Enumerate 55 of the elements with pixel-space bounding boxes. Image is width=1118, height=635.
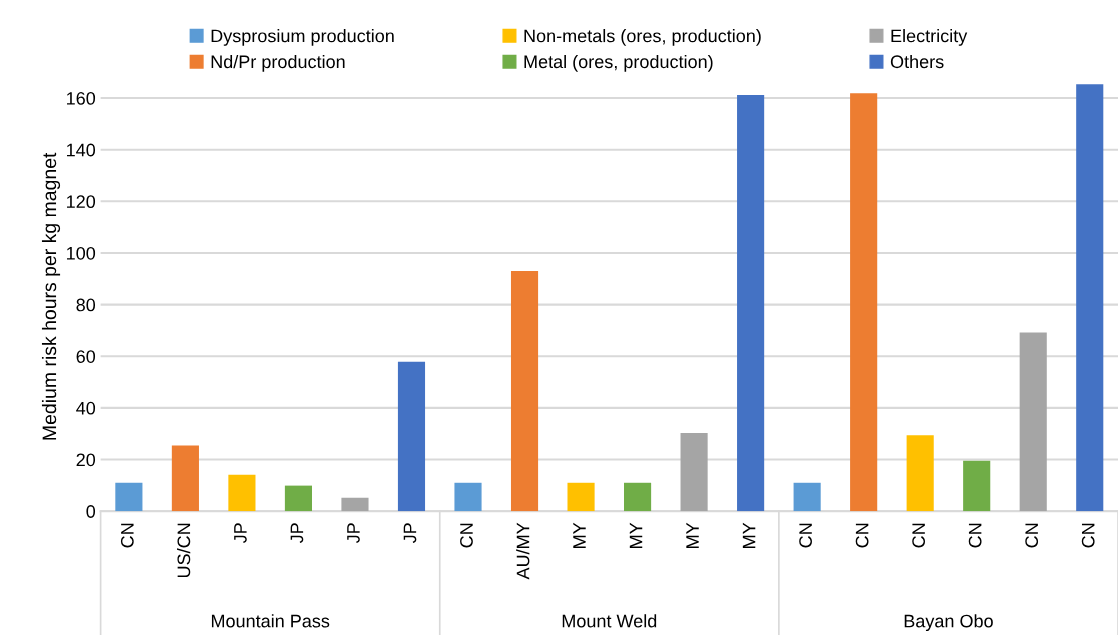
bar (228, 474, 256, 512)
legend-label: Non-metals (ores, production) (524, 29, 761, 46)
y-tick-label: 140 (67, 143, 96, 157)
bar (680, 432, 708, 512)
y-tick-label: 60 (76, 350, 96, 363)
y-tick-label: 160 (67, 91, 96, 105)
bar (115, 482, 143, 512)
text: Mount Weld (562, 614, 657, 628)
legend-label: Others (890, 54, 944, 69)
x-tick-label: CN (855, 523, 869, 548)
y-tick-label: 40 (76, 401, 96, 415)
bar (1076, 84, 1104, 512)
bar (284, 485, 313, 512)
bar (906, 435, 934, 512)
x-tick-label: CN (799, 523, 812, 548)
bar (510, 271, 539, 512)
legend-label: Dysprosium production (211, 29, 394, 46)
x-tick-label: MY (629, 522, 643, 548)
x-tick-label: CN (912, 523, 926, 548)
bar (567, 482, 595, 512)
text: Bayan Obo (904, 614, 993, 632)
bar (341, 497, 369, 512)
bar (793, 482, 821, 512)
y-tick-label: 120 (67, 195, 96, 209)
x-tick-label: MY (686, 522, 699, 548)
x-tick-label: JP (234, 523, 247, 544)
x-tick-label: AU/MY (516, 522, 530, 580)
bar (963, 460, 991, 512)
bar (171, 445, 199, 512)
bar (397, 361, 426, 512)
x-tick-label: US/CN (176, 523, 191, 578)
bar (850, 93, 878, 512)
y-tick-label: 20 (76, 453, 96, 467)
x-tick-label: CN (968, 523, 982, 548)
bar (624, 482, 652, 512)
bar (737, 94, 765, 512)
x-tick-label: JP (290, 523, 304, 544)
y-tick-label: 100 (67, 246, 96, 260)
legend-label: Metal (ores, production) (524, 54, 713, 72)
x-tick-label: MY (742, 522, 756, 548)
x-tick-label: JP (403, 523, 417, 544)
bar (1019, 332, 1047, 512)
legend-label: Electricity (891, 29, 968, 46)
x-tick-label: CN (1025, 523, 1039, 548)
text: Mountain Pass (211, 614, 330, 628)
y-axis-title: Medium risk hours per kg magnet (41, 152, 61, 440)
x-tick-label: JP (347, 523, 360, 544)
y-tick-label: 80 (76, 298, 96, 312)
x-tick-label: CN (1081, 523, 1095, 548)
x-tick-label: CN (460, 523, 473, 548)
y-tick-label: 0 (86, 505, 96, 518)
legend-label: Nd/Pr production (211, 54, 345, 72)
x-tick-label: CN (120, 523, 134, 548)
x-tick-label: MY (573, 522, 586, 548)
bar (454, 482, 482, 512)
